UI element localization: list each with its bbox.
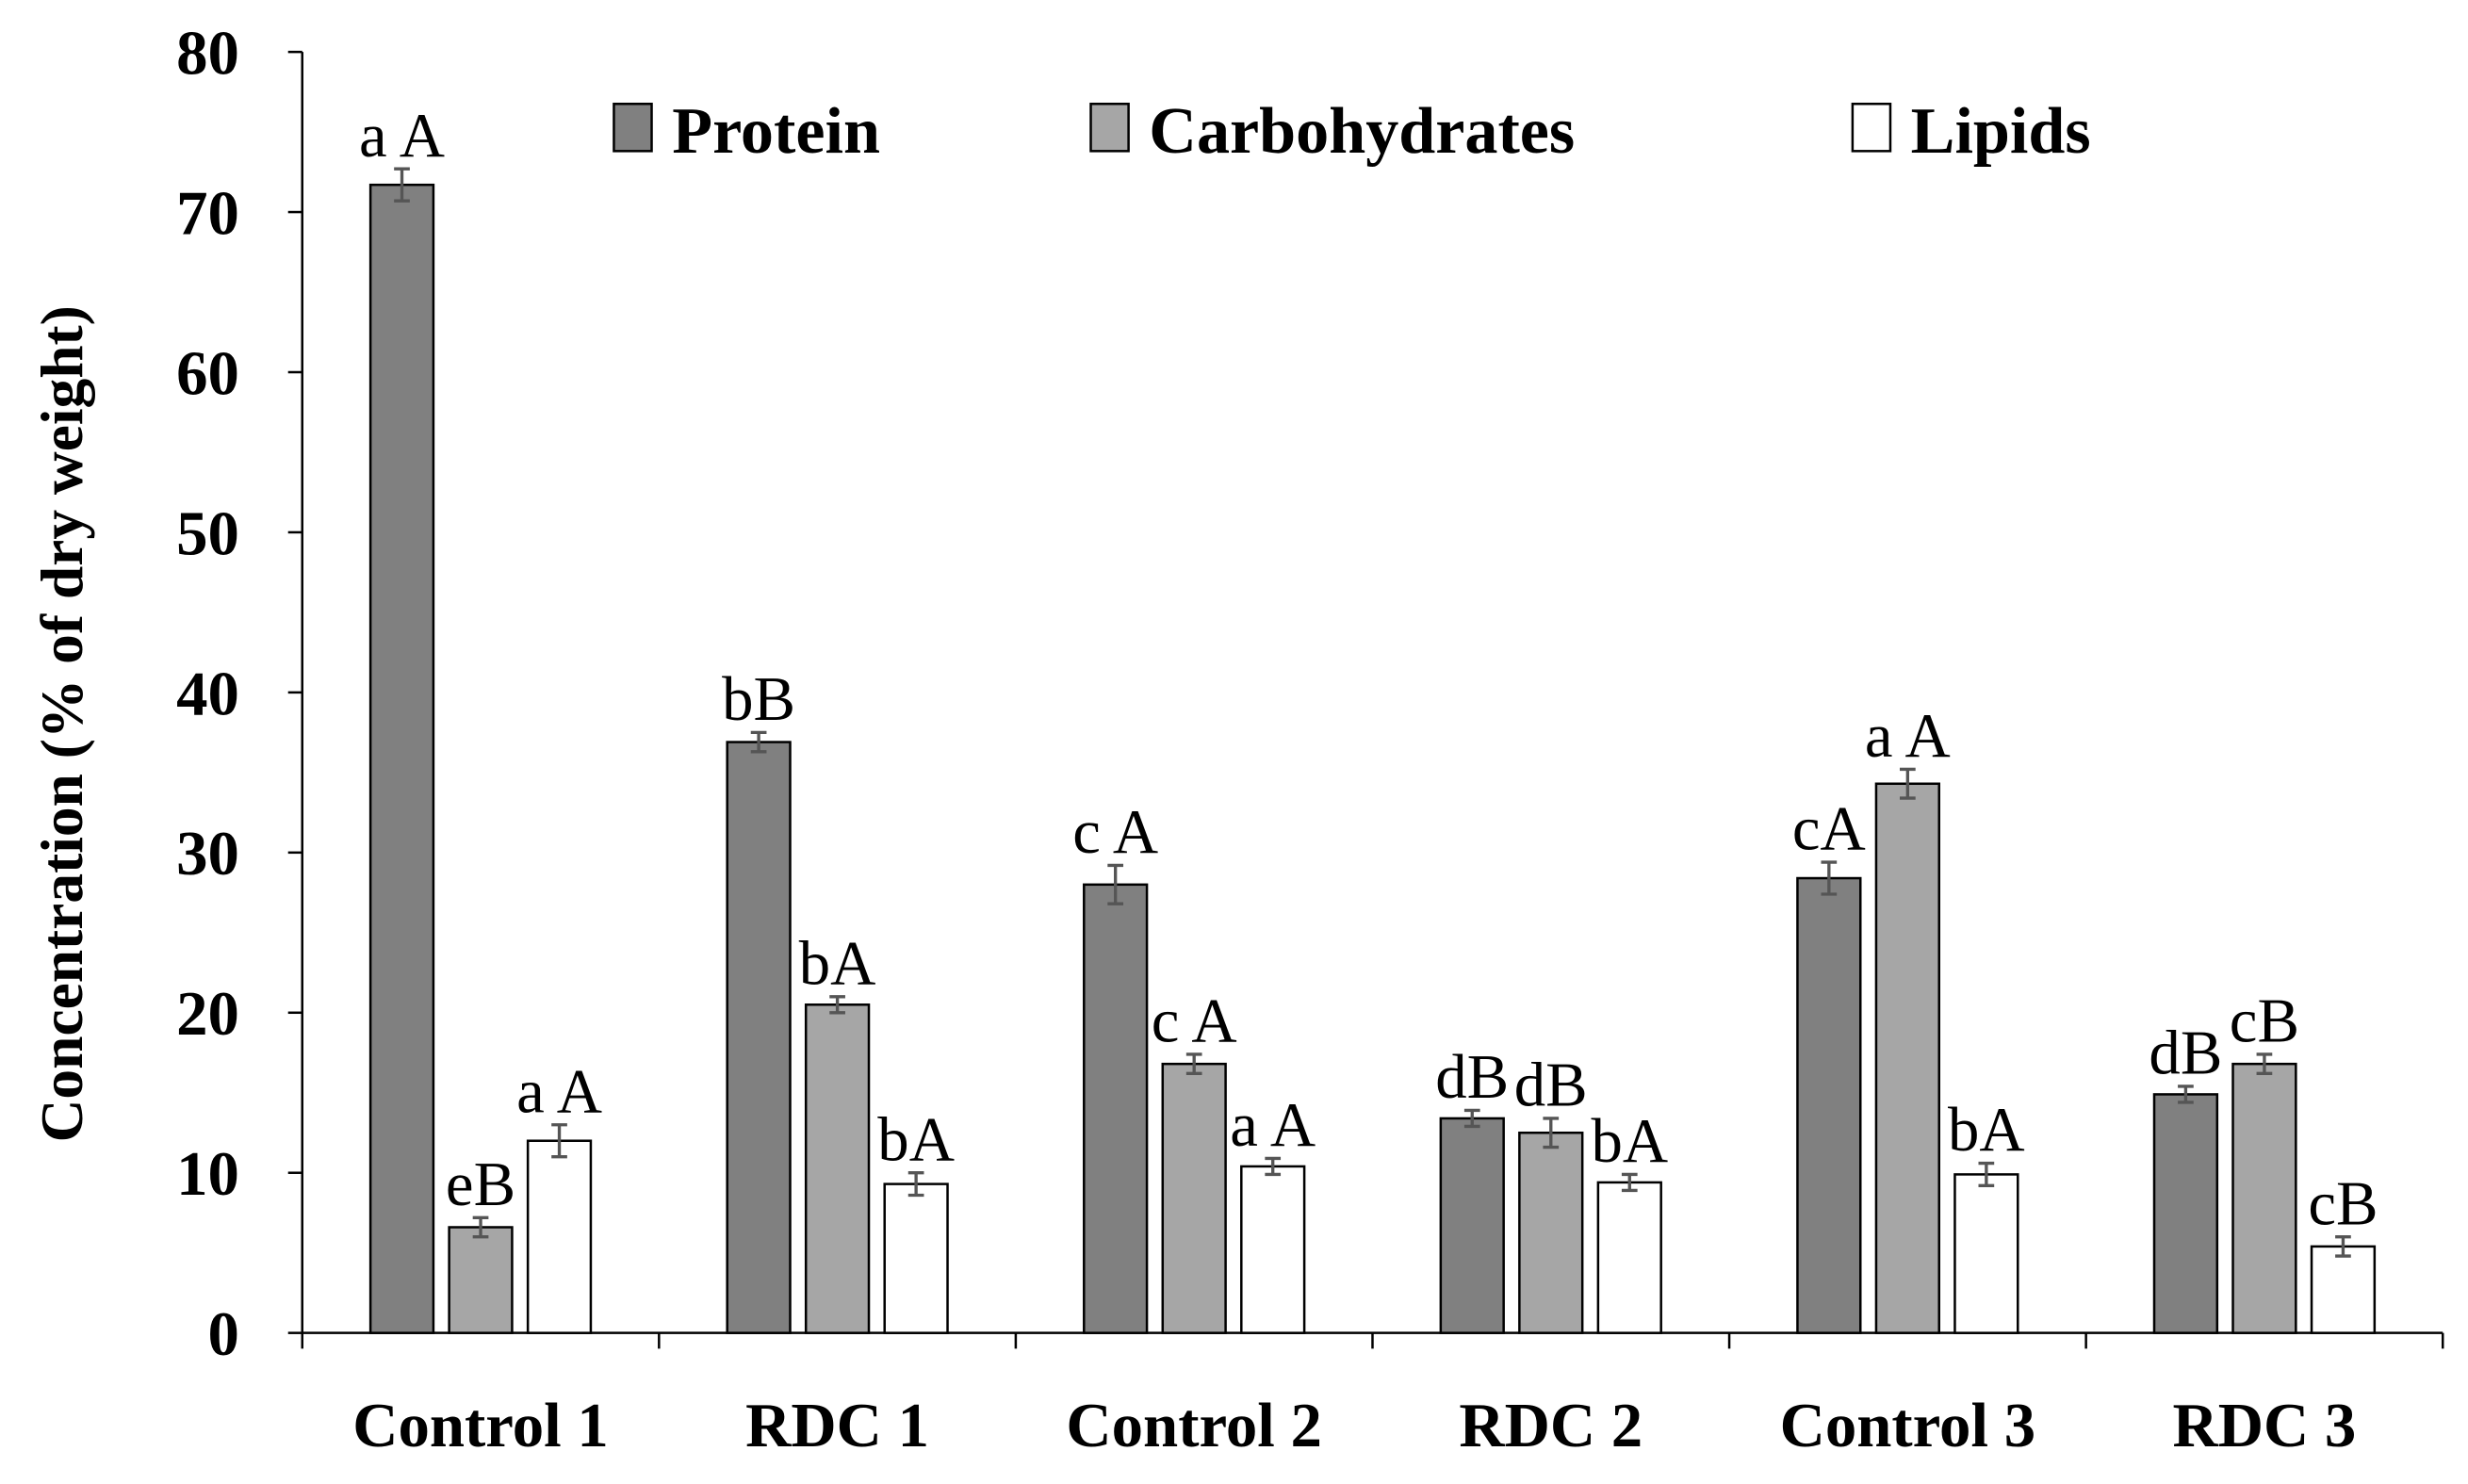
y-tick-label: 60 <box>176 338 239 408</box>
significance-label: a A <box>1865 701 1951 771</box>
x-tick-label: RDC 2 <box>1459 1391 1643 1460</box>
error-bar <box>1107 863 1124 905</box>
y-tick-label: 10 <box>176 1139 239 1209</box>
error-bar <box>2178 1084 2194 1104</box>
x-tick-label: RDC 1 <box>745 1391 929 1460</box>
significance-label: bA <box>1591 1106 1668 1176</box>
error-bar <box>1899 767 1916 800</box>
x-tick-label: Control 3 <box>1780 1391 2036 1460</box>
significance-label: a A <box>516 1056 602 1126</box>
significance-label: bB <box>722 664 795 734</box>
error-bar <box>1978 1161 1995 1187</box>
bar-lipids <box>1240 1165 1306 1334</box>
significance-label: c A <box>1152 987 1237 1056</box>
significance-label: dB <box>2149 1019 2222 1088</box>
significance-label: c A <box>1072 797 1158 867</box>
error-bar <box>472 1215 489 1239</box>
y-tick-label: 50 <box>176 498 239 568</box>
error-bar <box>750 730 767 754</box>
y-tick-label: 30 <box>176 819 239 889</box>
y-tick-label: 0 <box>208 1299 239 1369</box>
significance-label: cA <box>1792 794 1866 864</box>
y-tick-label: 80 <box>176 18 239 88</box>
bar-lipids <box>2310 1245 2377 1334</box>
error-bar <box>2335 1235 2351 1258</box>
significance-label: a A <box>359 101 445 171</box>
legend-swatch-lipids <box>1851 102 1892 153</box>
significance-label: dB <box>1514 1051 1588 1120</box>
x-tick-label: Control 1 <box>352 1391 609 1460</box>
bars: a A bB c A dB cA dB eB bA c A dB a A cB a A bA a A bA bA… <box>359 101 2378 1334</box>
y-tick-label: 20 <box>176 979 239 1049</box>
legend-swatch-protein <box>613 102 653 153</box>
x-tick-label: RDC 3 <box>2173 1391 2357 1460</box>
x-tick-label: Control 2 <box>1066 1391 1322 1460</box>
bar-lipids <box>1596 1181 1662 1334</box>
error-bar <box>1265 1156 1282 1177</box>
bar-lipids <box>1953 1173 2019 1334</box>
bar-carbohydrates <box>1874 782 1941 1334</box>
significance-label: bA <box>799 928 876 998</box>
error-bar <box>1821 860 1838 896</box>
error-bar <box>907 1171 924 1198</box>
error-bar <box>1185 1052 1202 1076</box>
legend: Protein Carbohydrates Lipids <box>613 94 2091 168</box>
error-bar <box>551 1123 567 1159</box>
bar-carbohydrates <box>804 1003 871 1334</box>
significance-label: eB <box>446 1150 515 1219</box>
y-axis-label: Concentration (% of dry weight) <box>28 305 95 1142</box>
bar-carbohydrates <box>448 1226 514 1334</box>
error-bar <box>1543 1117 1560 1150</box>
legend-label: Lipids <box>1911 94 2091 168</box>
legend-swatch-carbohydrates <box>1089 102 1130 153</box>
legend-label: Protein <box>672 94 880 168</box>
error-bar <box>394 167 410 203</box>
legend-label: Carbohydrates <box>1149 94 1575 168</box>
significance-label: bA <box>1948 1095 2025 1165</box>
significance-label: dB <box>1435 1042 1509 1112</box>
axes: 0 10 20 30 40 50 60 70 80 Control 1 RDC 1 Control 2… <box>176 18 2444 1460</box>
bar-protein <box>1439 1117 1505 1334</box>
significance-label: a A <box>1230 1090 1316 1160</box>
error-bar <box>1463 1108 1480 1129</box>
error-bar <box>1621 1172 1638 1193</box>
bar-carbohydrates <box>2231 1062 2297 1334</box>
bar-lipids <box>883 1182 949 1334</box>
significance-label: cB <box>2308 1168 2378 1238</box>
bar-protein <box>1083 883 1149 1334</box>
y-tick-label: 40 <box>176 659 239 728</box>
significance-label: cB <box>2230 987 2299 1056</box>
bar-protein <box>368 183 435 1334</box>
bar-lipids <box>526 1139 593 1334</box>
bar-carbohydrates <box>1161 1062 1227 1334</box>
significance-label: bA <box>877 1104 955 1174</box>
bar-carbohydrates <box>1518 1131 1584 1334</box>
error-bar <box>2256 1052 2273 1076</box>
bar-protein <box>726 741 792 1334</box>
bar-protein <box>2152 1093 2219 1334</box>
error-bar <box>829 995 845 1015</box>
y-tick-label: 70 <box>176 178 239 248</box>
bar-protein <box>1796 876 1862 1334</box>
